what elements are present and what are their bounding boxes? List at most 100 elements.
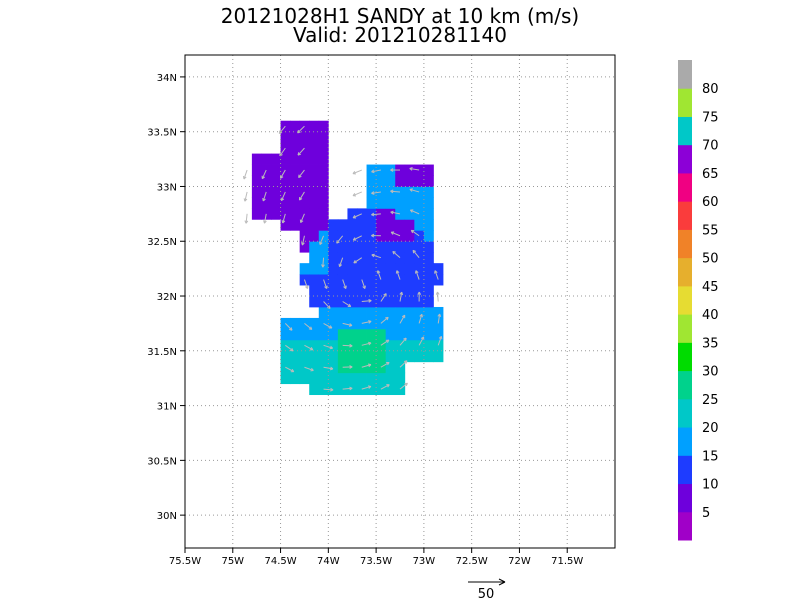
wind-cell [347,361,358,374]
wind-cell [290,350,301,363]
x-tick-label: 72W [508,556,531,567]
wind-vector [395,270,401,280]
wind-cell [414,208,425,220]
wind-vector [437,313,442,324]
wind-cell [328,383,339,396]
wind-cell [299,153,310,165]
wind-cell [309,241,320,253]
wind-cell [357,285,367,297]
wind-cell [395,274,406,286]
wind-cell [280,372,291,385]
wind-cell [395,197,406,209]
wind-field [242,120,444,396]
wind-cell [318,306,329,319]
x-tick-label: 72.5W [456,556,488,567]
wind-vector [414,270,420,280]
colorbar: 5 10 15 20 25 30 35 40 45 50 55 60 65 70 75 80 [678,60,719,541]
wind-cell [376,164,387,176]
wind-vector [434,270,439,280]
reference-vector-label: 50 [478,587,495,600]
wind-cell [376,263,387,275]
colorbar-label: 25 [702,393,719,408]
wind-cell [414,339,425,352]
wind-vector [418,313,423,324]
wind-cell [328,241,339,253]
x-tick-label: 73.5W [360,556,392,567]
wind-cell [433,306,444,319]
y-tick-label: 32.5N [147,237,177,248]
wind-cell [318,263,329,275]
wind-cell [385,361,396,374]
wind-vector [263,213,267,224]
wind-cell [423,230,434,242]
colorbar-label: 10 [702,478,719,493]
wind-cell [404,263,415,275]
wind-vector [323,322,333,329]
wind-cell [328,306,339,319]
wind-vector [342,279,347,289]
wind-cell [299,328,310,341]
wind-cell [366,285,377,297]
wind-vector [285,344,294,352]
chart-subtitle: Valid: 201210281140 [293,23,507,47]
wind-cell [280,131,291,144]
wind-cell [423,252,434,264]
wind-cell [290,208,301,220]
wind-cell [423,317,434,330]
wind-cell [328,274,339,286]
colorbar-label: 70 [702,139,719,154]
wind-cell [404,296,415,308]
wind-cell [376,197,387,209]
wind-cell [337,306,348,319]
wind-cell [251,175,262,187]
wind-vector [261,169,267,180]
wind-cell [376,230,387,242]
colorbar-segment [678,483,692,513]
wind-cell [290,142,301,154]
x-tick-label: 75W [221,556,244,567]
wind-vector [342,365,353,369]
wind-cell [280,219,291,231]
wind-cell [309,186,320,198]
wind-cell [414,186,425,198]
colorbar-segment [678,229,692,259]
wind-cell [414,175,425,187]
wind-cell [337,241,348,253]
wind-cell [385,339,396,352]
wind-cell [423,285,434,297]
colorbar-segment [678,455,692,485]
wind-cell [433,317,444,330]
y-tick-label: 33N [157,182,177,193]
wind-cell [328,296,339,308]
wind-cell [328,361,339,374]
wind-cell [385,296,396,308]
reference-vector: 50 [468,578,506,600]
wind-cell [261,197,272,209]
wind-cell [395,306,406,319]
wind-cell [309,285,320,297]
wind-vector [435,291,440,302]
wind-cell [414,296,425,308]
y-tick-label: 30.5N [147,456,177,467]
wind-cell [423,164,434,176]
wind-cell [309,296,320,308]
wind-cell [318,197,329,209]
wind-cell [395,186,406,198]
wind-vector [390,231,401,237]
wind-cell [404,328,415,341]
wind-cell [309,339,320,352]
wind-cell [318,175,329,187]
wind-cell [290,328,301,341]
colorbar-segment [678,285,692,315]
wind-cell [414,317,425,330]
wind-cell [423,296,434,308]
wind-cell [309,372,320,385]
wind-cell [385,317,396,330]
wind-cell [423,186,434,198]
wind-cell [299,175,310,187]
wind-cell [299,263,310,275]
wind-cell [290,372,301,385]
colorbar-label: 45 [702,280,719,295]
wind-cell [309,350,320,363]
wind-cell [318,328,329,341]
